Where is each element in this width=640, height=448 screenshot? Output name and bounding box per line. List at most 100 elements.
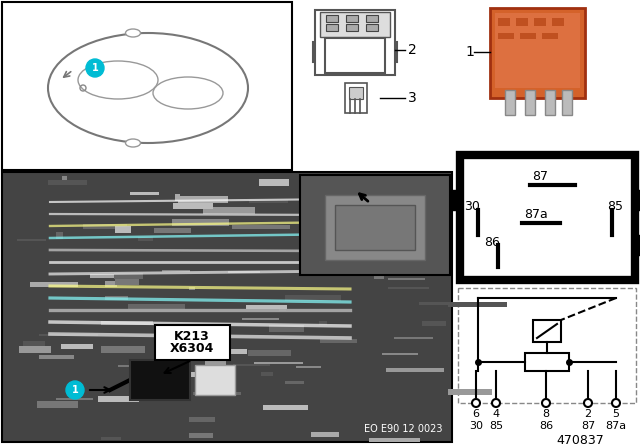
Bar [101, 437, 121, 440]
Bar [525, 353, 569, 371]
Text: EO E90 12 0023: EO E90 12 0023 [364, 424, 442, 434]
Bar [205, 358, 226, 365]
Bar [325, 195, 425, 260]
Bar [189, 433, 213, 438]
Bar [348, 227, 354, 232]
Bar [335, 205, 415, 250]
Bar [114, 273, 143, 279]
Bar [394, 337, 433, 339]
Bar [56, 398, 93, 400]
Bar [228, 271, 260, 273]
Bar [326, 15, 338, 22]
Bar [171, 335, 179, 337]
Bar [90, 274, 134, 278]
Bar [468, 163, 627, 272]
Bar [232, 225, 290, 229]
Bar [552, 18, 564, 26]
Bar [37, 401, 78, 408]
Text: 86: 86 [484, 237, 500, 250]
Ellipse shape [125, 139, 141, 147]
Text: 8: 8 [543, 409, 550, 419]
Bar [366, 24, 378, 31]
Bar [290, 325, 296, 329]
Bar [154, 228, 191, 233]
Circle shape [542, 399, 550, 407]
Bar [2, 2, 292, 170]
Bar [189, 417, 215, 422]
Bar [115, 226, 131, 233]
Bar [39, 355, 74, 359]
Bar [189, 287, 195, 290]
Bar [319, 321, 327, 325]
Text: 30: 30 [469, 421, 483, 431]
Bar [30, 282, 78, 287]
Text: 2: 2 [584, 409, 591, 419]
Bar [296, 366, 321, 368]
Bar [162, 372, 198, 377]
Bar [118, 365, 143, 367]
Text: 470837: 470837 [556, 434, 604, 447]
Bar [318, 188, 372, 191]
Bar [173, 203, 213, 209]
Bar [195, 365, 235, 395]
Circle shape [612, 399, 620, 407]
Bar [346, 15, 358, 22]
Bar [392, 228, 438, 233]
Bar [203, 207, 255, 214]
Text: 87a: 87a [524, 208, 548, 221]
Bar [259, 179, 289, 186]
Text: X6304: X6304 [170, 343, 214, 356]
Bar [83, 224, 127, 229]
Bar [320, 339, 357, 343]
Bar [192, 349, 247, 354]
Text: K213: K213 [174, 329, 210, 343]
Bar [326, 24, 338, 31]
Circle shape [584, 399, 592, 407]
Bar [498, 33, 514, 39]
Bar [269, 325, 304, 332]
Ellipse shape [48, 33, 248, 143]
Bar [2, 172, 452, 442]
Bar [193, 392, 241, 395]
Bar [445, 190, 460, 210]
Bar [386, 368, 444, 372]
Bar [279, 309, 286, 311]
Text: 6: 6 [472, 409, 479, 419]
Bar [325, 38, 385, 73]
Bar [525, 90, 535, 115]
Bar [105, 281, 117, 287]
Bar [39, 334, 98, 336]
Bar [448, 302, 507, 307]
Bar [315, 10, 395, 75]
Text: 2: 2 [408, 43, 417, 57]
Bar [490, 8, 585, 98]
Text: 4: 4 [492, 409, 500, 419]
Bar [101, 346, 145, 353]
Bar [382, 353, 418, 355]
Bar [349, 87, 363, 99]
Bar [242, 318, 279, 320]
Bar [460, 155, 635, 280]
Bar [248, 350, 291, 356]
Bar [498, 18, 510, 26]
Ellipse shape [125, 29, 141, 37]
Bar [422, 321, 446, 326]
Bar [635, 190, 640, 210]
Bar [162, 270, 190, 272]
Bar [448, 389, 492, 395]
Bar [520, 33, 536, 39]
Bar [172, 219, 229, 226]
Bar [23, 341, 45, 346]
Bar [175, 194, 180, 201]
Text: 30: 30 [464, 201, 480, 214]
Bar [246, 305, 287, 309]
Bar [61, 344, 93, 349]
Bar [542, 33, 558, 39]
Text: 1: 1 [92, 63, 99, 73]
Bar [130, 192, 159, 195]
Bar [17, 239, 46, 241]
Bar [174, 326, 193, 330]
Bar [233, 364, 270, 366]
Circle shape [66, 381, 84, 399]
Circle shape [472, 399, 480, 407]
